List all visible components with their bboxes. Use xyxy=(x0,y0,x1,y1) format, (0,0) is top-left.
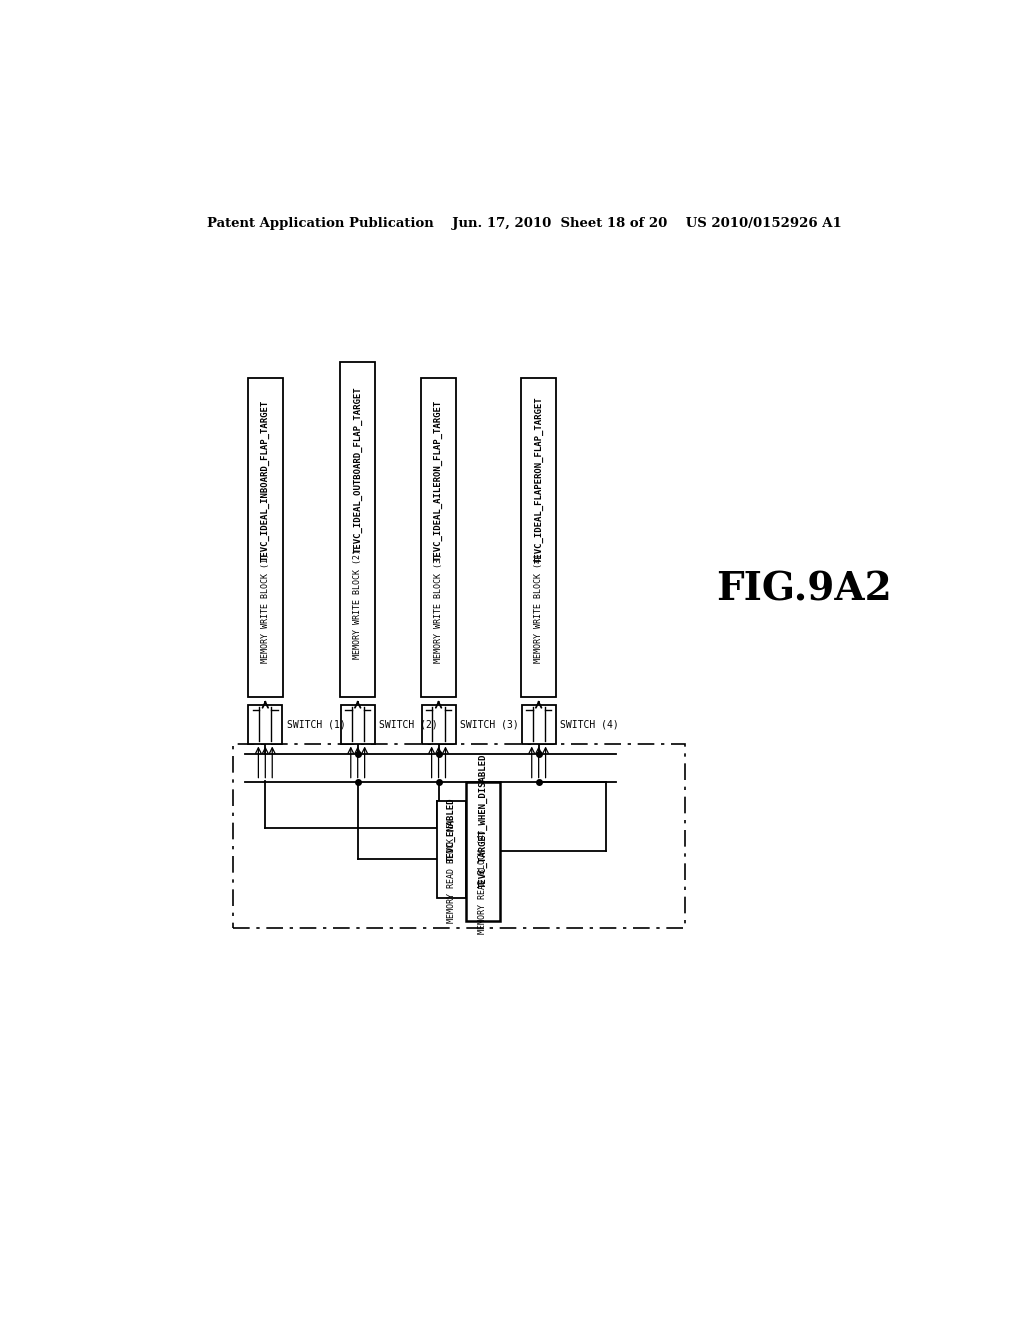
Text: SWITCH (1): SWITCH (1) xyxy=(287,719,346,730)
Text: FIG.9A2: FIG.9A2 xyxy=(716,570,892,609)
Bar xyxy=(466,781,500,921)
Text: MEMORY WRITE BLOCK (3): MEMORY WRITE BLOCK (3) xyxy=(434,553,443,663)
Text: MEMORY READ BLOCK (4): MEMORY READ BLOCK (4) xyxy=(478,829,487,935)
Bar xyxy=(249,705,283,743)
Text: MEMORY WRITE BLOCK (2): MEMORY WRITE BLOCK (2) xyxy=(353,549,362,659)
Text: SWITCH (3): SWITCH (3) xyxy=(460,719,519,730)
Text: TEVC_TARGET_WHEN_DISABLED: TEVC_TARGET_WHEN_DISABLED xyxy=(478,754,487,888)
Text: TEVC_IDEAL_INBOARD_FLAP_TARGET: TEVC_IDEAL_INBOARD_FLAP_TARGET xyxy=(261,400,270,561)
Text: MEMORY WRITE BLOCK (1): MEMORY WRITE BLOCK (1) xyxy=(261,553,269,663)
Text: TEVC_IDEAL_AILERON_FLAP_TARGET: TEVC_IDEAL_AILERON_FLAP_TARGET xyxy=(434,400,443,561)
Text: TEVC_ENABLED: TEVC_ENABLED xyxy=(446,799,456,862)
Bar xyxy=(248,378,283,697)
Text: TEVC_IDEAL_OUTBOARD_FLAP_TARGET: TEVC_IDEAL_OUTBOARD_FLAP_TARGET xyxy=(353,387,362,553)
Bar xyxy=(521,705,556,743)
Bar xyxy=(521,378,556,697)
Text: MEMORY READ BLOCK (5): MEMORY READ BLOCK (5) xyxy=(446,818,456,923)
Bar xyxy=(421,378,457,697)
Text: TEVC_IDEAL_FLAPERON_FLAP_TARGET: TEVC_IDEAL_FLAPERON_FLAP_TARGET xyxy=(535,397,543,564)
Bar xyxy=(437,801,466,898)
Bar xyxy=(233,743,685,928)
Text: Patent Application Publication    Jun. 17, 2010  Sheet 18 of 20    US 2010/01529: Patent Application Publication Jun. 17, … xyxy=(208,218,842,231)
Bar xyxy=(422,705,456,743)
Text: MEMORY WRITE BLOCK (4): MEMORY WRITE BLOCK (4) xyxy=(535,553,543,663)
Bar xyxy=(340,363,376,697)
Bar xyxy=(341,705,375,743)
Text: SWITCH (4): SWITCH (4) xyxy=(560,719,618,730)
Text: SWITCH (2): SWITCH (2) xyxy=(379,719,438,730)
